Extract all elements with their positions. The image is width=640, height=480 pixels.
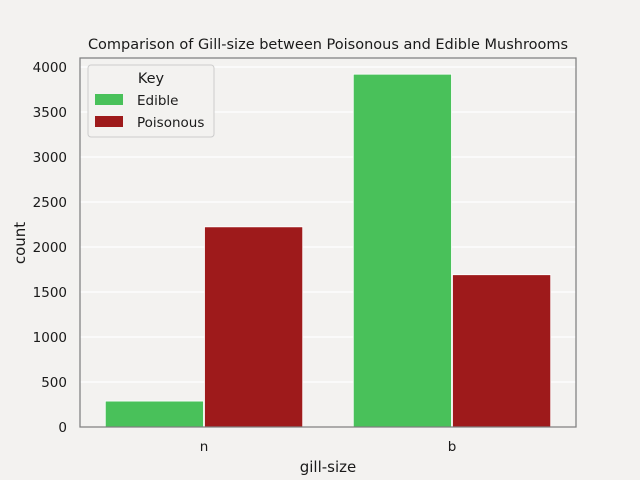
bars (104, 73, 552, 428)
y-tick-label: 2500 (33, 195, 67, 211)
legend-swatch-edible (95, 94, 123, 105)
bar-poisonous-b (452, 274, 552, 428)
y-tick-label: 0 (58, 420, 67, 436)
chart-title: Comparison of Gill-size between Poisonou… (88, 37, 568, 53)
legend-swatch-poisonous (95, 116, 123, 127)
y-tick-label: 3000 (33, 150, 67, 166)
plot-frame (79, 57, 577, 428)
y-axis-label: count (11, 222, 29, 264)
legend-title: Key (138, 71, 165, 87)
y-tick-label: 2000 (33, 240, 67, 256)
legend: Key Edible Poisonous (87, 64, 215, 138)
y-tick-label: 1500 (33, 285, 67, 301)
x-tick-label: n (200, 439, 209, 455)
y-axis-ticks: 0 500 1000 1500 2000 2500 3000 3500 4000 (33, 60, 67, 436)
x-tick-label: b (448, 439, 457, 455)
legend-label-edible: Edible (137, 93, 178, 109)
legend-label-poisonous: Poisonous (137, 115, 204, 131)
y-tick-label: 4000 (33, 60, 67, 76)
y-tick-label: 1000 (33, 330, 67, 346)
legend-entries: Edible Poisonous (95, 93, 204, 131)
bar-edible-b (352, 73, 452, 428)
y-tick-label: 500 (41, 375, 67, 391)
x-axis-label: gill-size (300, 458, 357, 476)
y-tick-label: 3500 (33, 105, 67, 121)
bar-poisonous-n (204, 226, 304, 428)
bar-edible-n (104, 400, 204, 428)
